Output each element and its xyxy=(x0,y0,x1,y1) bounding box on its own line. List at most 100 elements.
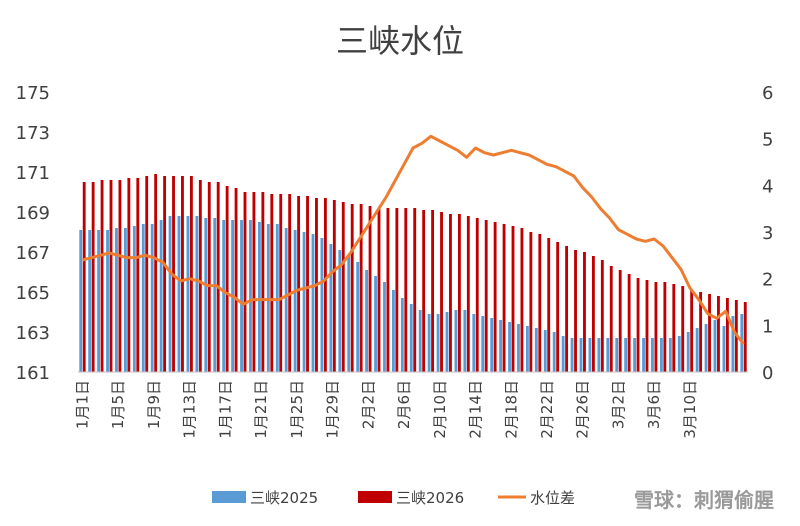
bar-2025 xyxy=(722,326,726,372)
bar-2025 xyxy=(257,222,261,372)
legend-label: 三峡2026 xyxy=(396,489,464,507)
bar-2025 xyxy=(606,338,610,372)
left-tick-label: 173 xyxy=(16,123,50,144)
bar-2026 xyxy=(127,178,131,372)
bar-2026 xyxy=(502,224,506,372)
bar-2025 xyxy=(338,250,342,372)
bar-2026 xyxy=(743,302,747,372)
bar-2025 xyxy=(445,312,449,372)
x-tick-label: 2月22日 xyxy=(538,380,556,439)
left-tick-label: 163 xyxy=(16,323,50,344)
legend-swatch xyxy=(358,491,392,503)
bar-2026 xyxy=(493,222,497,372)
bar-2025 xyxy=(222,220,226,372)
bar-2025 xyxy=(427,314,431,372)
bar-2025 xyxy=(159,220,163,372)
bar-2025 xyxy=(400,298,404,372)
bar-2025 xyxy=(168,216,172,372)
bar-2025 xyxy=(204,218,208,372)
bar-2025 xyxy=(677,336,681,372)
x-tick-label: 3月10日 xyxy=(681,380,699,439)
bar-2025 xyxy=(88,230,92,372)
bar-2026 xyxy=(297,196,301,372)
bar-2026 xyxy=(466,216,470,372)
bar-2026 xyxy=(341,202,345,372)
bar-2026 xyxy=(145,176,149,372)
bar-2026 xyxy=(413,208,417,372)
bar-2026 xyxy=(225,186,229,372)
bar-2025 xyxy=(624,338,628,372)
bar-2026 xyxy=(100,180,104,372)
bar-2026 xyxy=(457,214,461,372)
bar-2025 xyxy=(150,224,154,372)
bar-2026 xyxy=(288,194,292,372)
bar-2026 xyxy=(475,218,479,372)
right-tick-label: 4 xyxy=(762,176,773,197)
bar-2026 xyxy=(725,298,729,372)
bar-2026 xyxy=(663,282,667,372)
bar-2026 xyxy=(252,192,256,372)
bar-2025 xyxy=(383,282,386,372)
bar-2025 xyxy=(472,314,476,372)
x-tick-label: 2月2日 xyxy=(359,380,377,429)
bar-2025 xyxy=(320,238,324,372)
x-tick-label: 1月29日 xyxy=(324,380,342,439)
bar-2026 xyxy=(609,266,613,372)
bar-2025 xyxy=(561,336,565,372)
bar-2026 xyxy=(243,192,247,372)
bar-2026 xyxy=(82,182,86,372)
bar-2026 xyxy=(645,280,649,372)
bar-2025 xyxy=(329,244,333,372)
bar-2026 xyxy=(431,210,435,372)
bar-2026 xyxy=(484,220,488,372)
left-tick-label: 161 xyxy=(16,363,50,384)
left-tick-label: 171 xyxy=(16,163,50,184)
bar-2026 xyxy=(386,208,390,372)
x-tick-label: 2月14日 xyxy=(467,380,485,439)
bar-2026 xyxy=(216,182,220,372)
bar-2025 xyxy=(177,216,181,372)
left-axis-ticks: 175 173 171 169 167 165 163 161 xyxy=(16,83,50,384)
bar-2025 xyxy=(418,310,422,372)
bar-2026 xyxy=(350,204,354,372)
bar-2026 xyxy=(368,206,372,372)
bar-2026 xyxy=(520,228,524,372)
bar-2025 xyxy=(543,330,547,372)
x-tick-label: 3月2日 xyxy=(610,380,628,429)
x-tick-label: 2月10日 xyxy=(431,380,449,439)
bar-2026 xyxy=(591,256,595,372)
left-tick-label: 165 xyxy=(16,283,50,304)
bar-2026 xyxy=(109,180,113,372)
x-tick-label: 1月13日 xyxy=(181,380,199,439)
bar-2025 xyxy=(115,228,118,372)
bar-2025 xyxy=(97,230,101,372)
bar-2026 xyxy=(395,208,399,372)
bar-2026 xyxy=(538,234,542,372)
bar-2025 xyxy=(481,316,485,372)
bar-2025 xyxy=(79,230,83,372)
bar-2025 xyxy=(374,276,377,372)
legend-label: 三峡2025 xyxy=(250,489,318,507)
bar-2025 xyxy=(106,230,109,372)
bar-2026 xyxy=(529,232,533,372)
bar-2025 xyxy=(275,224,279,372)
bar-2026 xyxy=(279,194,283,372)
x-tick-label: 1月25日 xyxy=(288,380,306,439)
bar-2025 xyxy=(123,228,127,372)
line-series-group xyxy=(82,134,745,345)
bar-2026 xyxy=(440,212,443,372)
bar-2025 xyxy=(463,310,467,372)
bar-2025 xyxy=(588,338,592,372)
x-tick-label: 1月9日 xyxy=(145,380,163,429)
right-tick-label: 0 xyxy=(762,363,773,384)
bar-2026 xyxy=(699,292,703,372)
bar-2026 xyxy=(154,174,158,372)
bar-2025 xyxy=(186,216,190,372)
bar-2025 xyxy=(499,320,503,372)
bar-2025 xyxy=(132,226,136,372)
bar-2025 xyxy=(365,270,369,372)
bar-2026 xyxy=(672,284,676,372)
legend-swatch xyxy=(212,491,246,503)
bar-2025 xyxy=(615,338,619,372)
x-tick-label: 1月1日 xyxy=(74,380,92,429)
